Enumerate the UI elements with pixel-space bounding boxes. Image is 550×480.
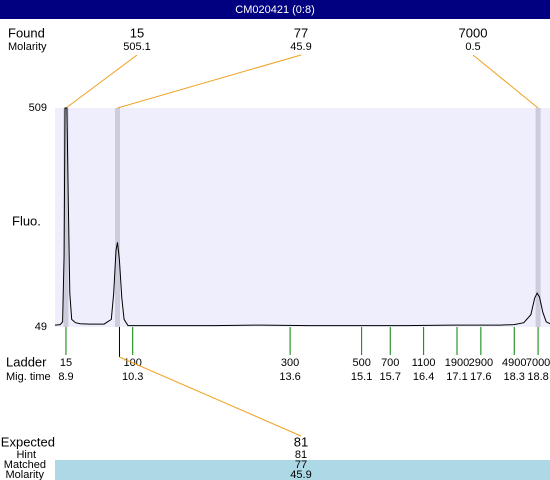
exp-molarity-label: Molarity [5,469,44,480]
ladder-size: 2900 [469,357,493,369]
matched-row [55,460,550,480]
ladder-time: 16.4 [413,371,434,383]
title-bar [0,0,550,19]
trace [54,107,550,327]
found-molarity: 45.9 [290,41,311,53]
ladder-size: 1900 [445,357,469,369]
found-size: 7000 [459,25,488,40]
ladder-time: 15.1 [351,371,372,383]
mig-time-label: Mig. time [6,371,51,383]
ladder-size: 1100 [412,357,436,369]
ladder-size: 4900 [502,357,526,369]
hint-label: Hint [16,449,36,461]
chart-title: CM020421 (0:8) [235,4,315,16]
expected-connector [119,356,302,437]
found-size: 15 [130,25,144,40]
matched-value: 77 [295,459,307,471]
ladder-time: 17.6 [470,371,491,383]
peak-band [114,108,120,327]
expected-value: 81 [294,434,308,449]
hint-value: 81 [295,449,307,461]
ladder-time: 18.3 [504,371,525,383]
found-label: Found [8,25,45,40]
plot-area [55,108,550,327]
peak-connector [65,54,138,109]
expected-label: Expected [1,434,55,449]
y-axis-label: Fluo. [12,213,41,228]
ladder-label: Ladder [6,354,47,369]
found-molarity: 505.1 [123,41,151,53]
exp-molarity-value: 45.9 [290,469,311,480]
ladder-time: 10.3 [122,371,143,383]
found-molarity: 0.5 [465,41,480,53]
y-tick-label: 49 [35,321,47,333]
found-size: 77 [294,25,308,40]
peak-band [63,108,69,327]
ladder-size: 7000 [526,357,550,369]
peak-connector [117,54,302,109]
ladder-size: 700 [381,357,399,369]
ladder-time: 18.8 [527,371,548,383]
y-tick-label: 509 [29,102,47,114]
ladder-size: 300 [281,357,299,369]
peak-connector [472,54,539,109]
matched-label: Matched [4,459,46,471]
ladder-time: 13.6 [279,371,300,383]
ladder-size: 500 [352,357,370,369]
ladder-time: 15.7 [380,371,401,383]
ladder-size: 15 [60,357,72,369]
ladder-time: 8.9 [58,371,73,383]
ladder-time: 17.1 [446,371,467,383]
peak-band [535,108,541,327]
molarity-label: Molarity [8,41,47,53]
